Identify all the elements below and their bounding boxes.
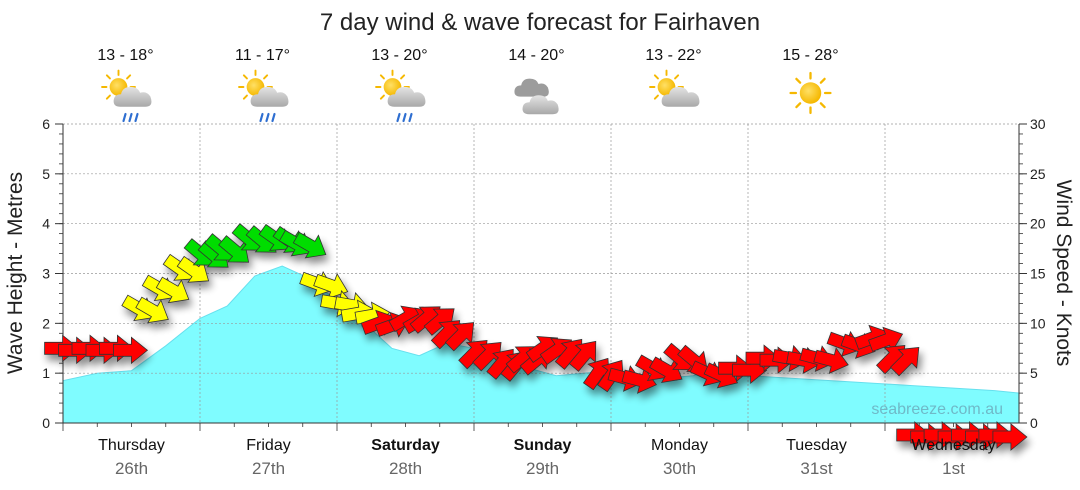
wind-arrow (112, 336, 149, 365)
axes: 0 1 2 3 4 5 6 0 5 10 15 20 25 30 (42, 116, 1046, 431)
sun-cloud-rain-icon (101, 69, 152, 123)
right-tick-label: 30 (1030, 116, 1046, 132)
temp-range-label: 15 - 28° (782, 47, 838, 64)
wind-arrow (313, 273, 349, 300)
left-tick-label: 2 (42, 315, 50, 331)
day-name-label: Monday (651, 437, 708, 454)
right-tick-label: 10 (1030, 315, 1046, 331)
chart-title: 7 day wind & wave forecast for Fairhaven (320, 9, 760, 36)
sun-cloud-rain-icon (375, 69, 426, 123)
weather-forecast: 13 - 18° 11 - 17° 13 - 20° 14 - 20° 13 - 22°… (97, 47, 839, 123)
day-name-label: Tuesday (786, 437, 847, 454)
day-date-label: 1st (942, 459, 965, 478)
temp-range-label: 14 - 20° (508, 47, 564, 64)
right-tick-label: 15 (1030, 266, 1046, 282)
wind-arrow (813, 347, 849, 374)
cloud-icon (514, 78, 559, 115)
wind-arrow (444, 322, 475, 352)
wind-arrow (568, 340, 597, 372)
right-tick-label: 5 (1030, 365, 1038, 381)
right-tick-label: 0 (1030, 415, 1038, 431)
day-date-label: 28th (389, 459, 422, 478)
wind-arrow (218, 235, 250, 263)
day-name-label: Saturday (371, 437, 440, 454)
left-tick-label: 1 (42, 365, 50, 381)
day-name-label: Sunday (514, 437, 572, 454)
right-axis-label: Wind Speed - Knots (1052, 180, 1075, 367)
wind-arrow (135, 296, 169, 324)
wind-arrow (621, 367, 657, 394)
wind-arrow (992, 423, 1028, 451)
day-name-label: Thursday (98, 437, 165, 454)
day-date-label: 27th (252, 459, 285, 478)
temp-range-label: 13 - 22° (645, 47, 701, 64)
temp-range-label: 13 - 18° (97, 47, 153, 64)
left-tick-label: 0 (42, 415, 50, 431)
left-tick-label: 4 (42, 216, 50, 232)
sun-cloud-icon (649, 69, 700, 107)
wind-arrows (44, 223, 1028, 451)
wind-arrow (423, 308, 455, 336)
temp-range-label: 11 - 17° (235, 47, 290, 64)
wind-arrow (868, 326, 904, 353)
wind-arrow (176, 255, 210, 283)
wind-arrow (889, 347, 920, 377)
right-tick-label: 25 (1030, 166, 1046, 182)
left-tick-label: 5 (42, 166, 50, 182)
watermark-text: seabreeze.com.au (871, 401, 1003, 418)
day-name-label: Wednesday (911, 437, 995, 454)
sun-cloud-rain-icon (238, 69, 289, 123)
day-date-label: 31st (800, 459, 832, 478)
sun-icon (789, 71, 832, 115)
wind-arrow (292, 231, 327, 259)
left-tick-label: 3 (42, 266, 50, 282)
wind-arrow (648, 356, 683, 383)
right-tick-label: 20 (1030, 216, 1046, 232)
day-date-label: 29th (526, 459, 559, 478)
day-date-label: 26th (115, 459, 148, 478)
day-labels: Thursday 26th Friday 27th Saturday 28th Sunday… (98, 437, 995, 478)
day-date-label: 30th (663, 459, 696, 478)
day-name-label: Friday (246, 437, 290, 454)
wind-arrow (155, 276, 190, 304)
left-axis-label: Wave Height - Metres (4, 172, 27, 374)
temp-range-label: 13 - 20° (371, 47, 427, 64)
left-tick-label: 6 (42, 116, 50, 132)
